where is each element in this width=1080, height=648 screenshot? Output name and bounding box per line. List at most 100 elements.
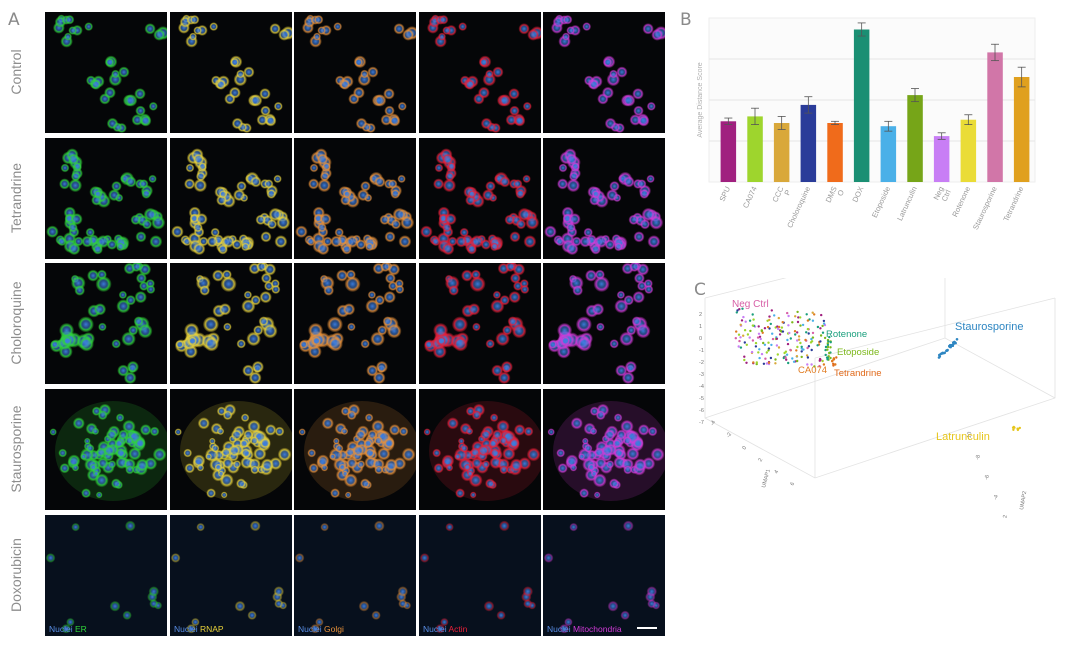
channel-label-nuclei: Nuclei xyxy=(298,624,322,634)
cell-blob xyxy=(616,66,628,78)
cell-blob xyxy=(111,181,122,192)
cell-blob xyxy=(424,340,433,349)
cell-blob xyxy=(579,235,592,248)
cell-blob xyxy=(346,410,357,420)
micrograph-render xyxy=(171,148,291,255)
cell-blob xyxy=(149,426,160,437)
cell-blob xyxy=(87,269,99,282)
micrograph-render xyxy=(551,14,665,133)
cell-blob xyxy=(125,520,136,532)
scatter-point xyxy=(800,355,803,359)
cell-blob xyxy=(133,316,144,327)
y-tick-label: -4 xyxy=(993,494,1000,500)
cell-blob xyxy=(263,323,278,339)
x-tick-label: -4 xyxy=(710,420,718,427)
scatter-point xyxy=(771,337,775,341)
cell-blob xyxy=(347,322,356,332)
cell-blob xyxy=(477,444,490,457)
cell-blob xyxy=(508,437,520,449)
cell-blob xyxy=(398,235,412,248)
scatter-point xyxy=(829,356,832,360)
cell-blob xyxy=(385,458,398,472)
image-row-choloroquine xyxy=(45,263,666,384)
cell-blob xyxy=(501,361,513,373)
cell-blob xyxy=(317,242,330,255)
cell-blob xyxy=(307,448,316,458)
cell-blob xyxy=(135,105,146,116)
cell-blob xyxy=(499,520,510,532)
micrograph-render xyxy=(170,520,287,634)
cell-blob xyxy=(374,94,387,107)
cell-blob xyxy=(590,244,601,255)
cell-blob xyxy=(596,322,605,332)
cell-blob xyxy=(124,436,134,446)
scatter-point xyxy=(791,321,794,324)
cell-blob xyxy=(136,458,149,472)
cell-blob xyxy=(650,447,665,462)
cell-blob xyxy=(221,447,231,458)
scatter-point xyxy=(776,327,780,331)
cell-blob xyxy=(458,22,467,31)
cell-blob xyxy=(402,29,414,41)
cell-blob xyxy=(370,331,385,346)
cell-blob xyxy=(309,163,319,173)
cell-blob xyxy=(609,181,620,192)
cell-blob xyxy=(632,291,645,304)
cell-blob xyxy=(445,171,455,182)
cell-blob xyxy=(339,79,351,90)
cell-blob xyxy=(470,447,480,458)
cell-blob xyxy=(243,66,255,78)
scatter-point xyxy=(777,325,781,329)
scatter-point xyxy=(774,358,777,361)
micrograph-rnap xyxy=(170,12,292,133)
scatter-point xyxy=(763,343,767,346)
cell-blob xyxy=(70,213,83,225)
cell-blob xyxy=(96,235,110,248)
panel-label-c: C xyxy=(694,280,706,300)
cell-blob xyxy=(218,470,225,477)
micrograph-er: Nuclei ER xyxy=(45,515,167,636)
cell-blob xyxy=(496,610,506,620)
scatter-point xyxy=(829,346,832,349)
cell-blob xyxy=(116,448,126,458)
cell-blob xyxy=(252,361,264,373)
scatter-point xyxy=(757,351,760,354)
cell-blob xyxy=(135,231,147,243)
scatter-point xyxy=(737,333,741,336)
micrograph-render xyxy=(294,520,411,634)
scatter-point xyxy=(786,311,789,315)
z-tick-label: -1 xyxy=(699,348,704,354)
scatter-point xyxy=(800,345,803,348)
scatter-point xyxy=(751,313,754,316)
cell-blob xyxy=(118,290,127,299)
cell-blob xyxy=(138,263,151,276)
cell-blob xyxy=(441,454,455,467)
scatter-point xyxy=(773,314,776,317)
cell-blob xyxy=(220,276,237,292)
cell-blob xyxy=(115,413,125,422)
cell-blob xyxy=(360,69,369,79)
cell-blob xyxy=(467,470,474,477)
cell-blob xyxy=(323,285,334,296)
channel-label: Nuclei RNAP xyxy=(174,624,224,634)
channel-label-stain: RNAP xyxy=(197,624,224,634)
cell-blob xyxy=(125,176,137,188)
cell-blob xyxy=(228,444,241,457)
microscopy-image-grid: Nuclei ER Nuclei RNAP Nuclei Golgi Nuclei A… xyxy=(45,12,666,638)
scatter-point xyxy=(819,327,822,330)
scatter-point xyxy=(770,309,773,312)
cell-blob xyxy=(328,336,343,352)
cell-blob xyxy=(209,437,216,445)
scatter-point xyxy=(811,336,815,339)
scatter-point xyxy=(794,315,797,318)
cell-blob xyxy=(94,303,106,316)
cell-blob xyxy=(566,222,576,233)
cell-blob xyxy=(496,420,510,433)
cell-blob xyxy=(510,458,523,472)
scatter-point xyxy=(768,315,771,318)
cell-blob xyxy=(186,624,196,634)
cell-blob xyxy=(398,426,409,437)
micrograph-rnap: Nuclei RNAP xyxy=(170,515,292,636)
cell-blob xyxy=(523,235,537,248)
cell-blob xyxy=(433,323,448,338)
